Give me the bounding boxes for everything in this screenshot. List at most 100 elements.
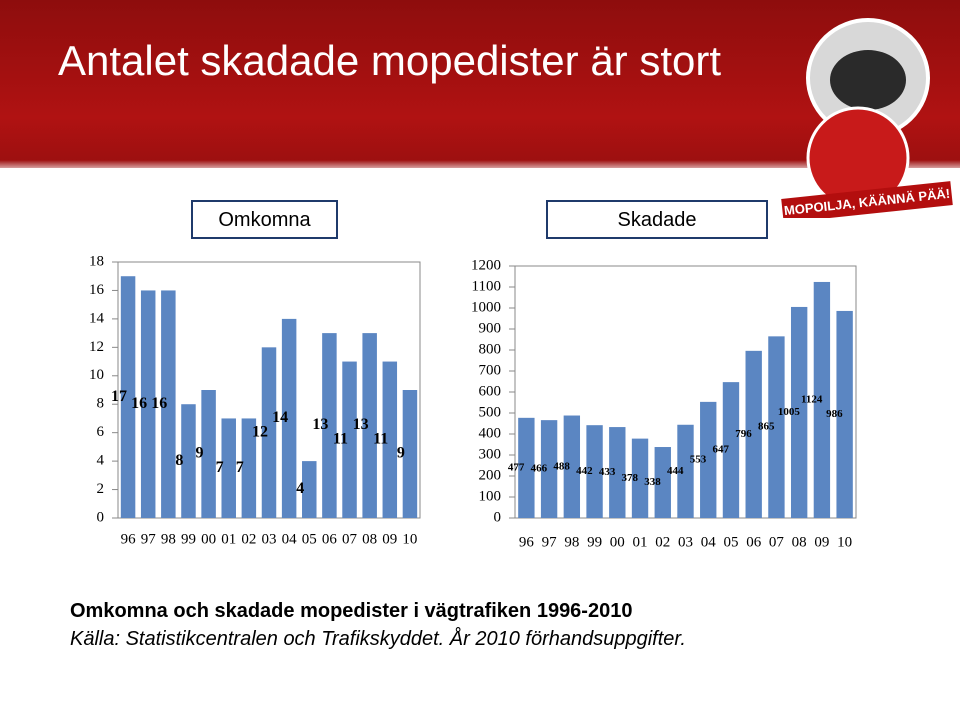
value-label: 553	[690, 453, 707, 465]
x-tick-label: 99	[587, 534, 602, 550]
slide-title: Antalet skadade mopedister är stort	[58, 37, 722, 84]
value-label: 796	[735, 428, 752, 440]
y-tick-label: 14	[89, 310, 105, 326]
bar	[609, 427, 626, 518]
bar	[181, 404, 196, 518]
value-label: 12	[252, 423, 268, 440]
value-label: 8	[175, 452, 183, 469]
value-label: 4	[296, 480, 304, 497]
x-tick-label: 06	[322, 531, 338, 547]
y-tick-label: 2	[97, 481, 105, 497]
bar	[120, 276, 136, 518]
x-tick-label: 10	[837, 534, 852, 550]
caption: Omkomna och skadade mopedister i vägtraf…	[70, 600, 633, 622]
y-tick-label: 0	[494, 509, 502, 525]
value-label: 865	[758, 421, 775, 433]
value-label: 14	[272, 409, 288, 426]
y-tick-label: 1000	[471, 299, 501, 315]
x-tick-label: 08	[362, 531, 377, 547]
value-label: 7	[216, 459, 224, 476]
chart-title-box	[546, 200, 768, 239]
x-tick-label: 00	[610, 534, 625, 550]
x-tick-label: 02	[241, 531, 256, 547]
bar	[631, 438, 649, 518]
value-label: 16	[151, 395, 167, 412]
bar	[540, 420, 558, 518]
y-tick-label: 700	[479, 362, 502, 378]
value-label: 477	[508, 461, 525, 473]
x-tick-label: 05	[302, 531, 317, 547]
x-tick-label: 99	[181, 531, 196, 547]
y-tick-label: 6	[97, 424, 105, 440]
x-tick-label: 08	[792, 534, 807, 550]
chart-title-box	[191, 200, 338, 239]
x-tick-label: 06	[746, 534, 762, 550]
bar	[302, 461, 317, 518]
value-label: 11	[333, 430, 348, 447]
bar	[677, 424, 694, 518]
bar	[281, 318, 297, 518]
y-tick-label: 1100	[472, 278, 501, 294]
value-label: 338	[644, 476, 661, 488]
value-label: 488	[553, 460, 570, 472]
bar	[745, 350, 762, 518]
bar	[700, 401, 717, 518]
value-label: 9	[196, 445, 204, 462]
x-tick-label: 03	[262, 531, 277, 547]
bar	[161, 290, 176, 518]
x-tick-label: 07	[769, 534, 785, 550]
y-tick-label: 0	[97, 509, 105, 525]
x-tick-label: 01	[221, 531, 236, 547]
x-tick-label: 96	[519, 534, 535, 550]
x-tick-label: 98	[564, 534, 579, 550]
x-tick-label: 03	[678, 534, 693, 550]
y-tick-label: 12	[89, 339, 104, 355]
bar	[342, 361, 357, 518]
y-tick-label: 600	[479, 383, 502, 399]
value-label: 9	[397, 445, 405, 462]
bar	[563, 415, 581, 518]
header-band	[0, 0, 960, 168]
bar	[241, 418, 257, 518]
bar	[813, 281, 831, 518]
value-label: 11	[373, 430, 388, 447]
bar	[836, 310, 853, 518]
y-tick-label: 8	[97, 396, 105, 412]
x-tick-label: 02	[655, 534, 670, 550]
y-tick-label: 10	[89, 367, 104, 383]
x-tick-label: 09	[382, 531, 397, 547]
x-tick-label: 97	[542, 534, 558, 550]
value-label: 466	[531, 463, 548, 475]
value-label: 378	[622, 472, 639, 484]
y-tick-label: 300	[479, 446, 502, 462]
y-tick-label: 4	[97, 453, 105, 469]
chart-title: Skadade	[618, 209, 697, 231]
y-tick-label: 200	[479, 467, 502, 483]
value-label: 16	[131, 395, 147, 412]
bar	[654, 447, 671, 518]
logo-banner	[781, 181, 953, 218]
y-tick-label: 400	[479, 425, 502, 441]
visor	[830, 50, 906, 110]
value-label: 17	[111, 388, 127, 405]
bar	[140, 290, 156, 518]
y-tick-label: 800	[479, 341, 502, 357]
x-tick-label: 98	[161, 531, 176, 547]
value-label: 433	[599, 466, 616, 478]
value-label: 647	[712, 444, 729, 456]
chart-title: Omkomna	[218, 209, 311, 231]
bar	[586, 425, 603, 518]
value-label: 986	[826, 408, 843, 420]
y-tick-label: 900	[479, 320, 502, 336]
value-label: 13	[353, 416, 369, 433]
bar	[362, 333, 377, 518]
y-tick-label: 500	[479, 404, 502, 420]
value-label: 442	[576, 465, 593, 477]
bar	[221, 418, 236, 518]
bar	[518, 417, 535, 518]
y-tick-label: 1200	[471, 257, 501, 273]
x-tick-label: 01	[633, 534, 648, 550]
x-tick-label: 07	[342, 531, 358, 547]
